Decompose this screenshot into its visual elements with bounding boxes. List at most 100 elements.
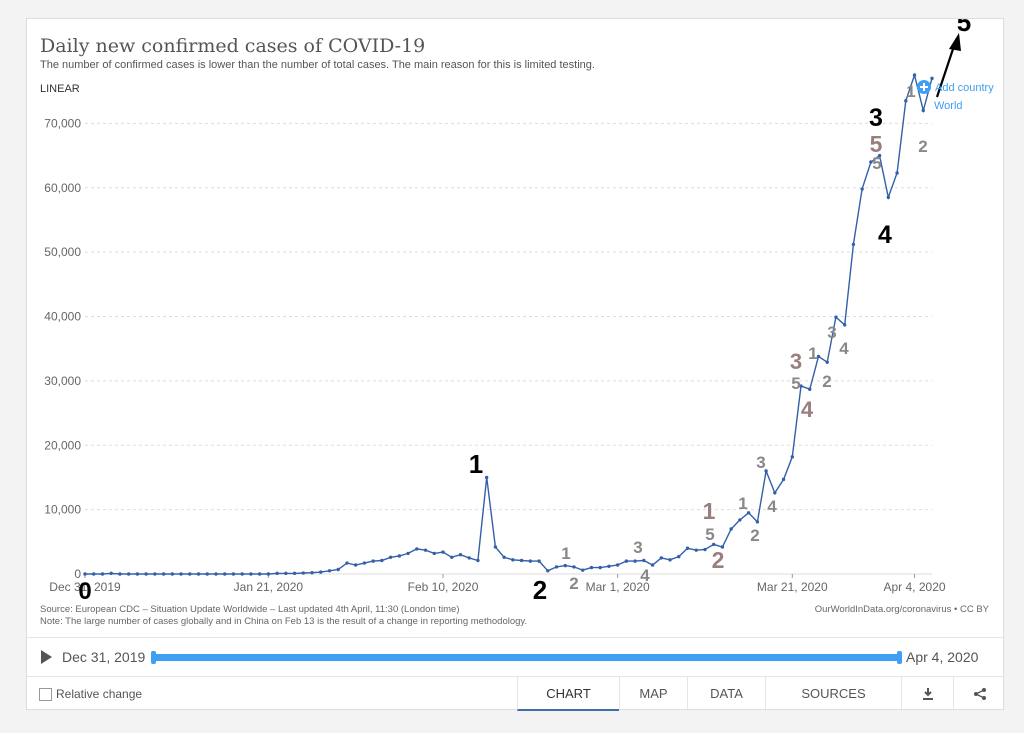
- data-point: [659, 556, 664, 560]
- data-point: [712, 542, 716, 547]
- tab-sources[interactable]: SOURCES: [765, 677, 901, 711]
- data-point: [764, 469, 768, 473]
- timeline-start-handle[interactable]: [151, 651, 156, 664]
- data-point: [441, 550, 445, 554]
- tab-data[interactable]: DATA: [687, 677, 765, 711]
- data-point: [423, 548, 428, 552]
- annotation-label: 2: [750, 526, 759, 545]
- download-icon: [922, 688, 933, 700]
- data-point: [877, 153, 882, 158]
- data-point: [589, 565, 594, 570]
- data-point: [799, 384, 803, 388]
- annotation-label: 4: [767, 497, 777, 516]
- scale-toggle[interactable]: LINEAR: [40, 83, 80, 95]
- y-tick-label: 10,000: [44, 503, 81, 517]
- data-point: [834, 315, 838, 319]
- annotation-label: 3: [827, 323, 836, 342]
- data-point: [668, 558, 672, 562]
- data-point: [694, 548, 698, 552]
- data-point: [729, 527, 733, 531]
- annotation-label: 1: [469, 449, 483, 479]
- data-point: [650, 563, 655, 567]
- data-point: [537, 559, 541, 563]
- annotation-label: 1: [703, 498, 716, 524]
- data-point: [249, 572, 253, 576]
- annotation-label: 1: [906, 82, 915, 101]
- data-point: [615, 563, 620, 567]
- data-point: [755, 520, 760, 524]
- x-tick-label: Apr 4, 2020: [884, 580, 946, 594]
- x-tick-label: Feb 10, 2020: [408, 580, 479, 594]
- data-point: [546, 569, 550, 573]
- data-point: [327, 569, 332, 573]
- data-point: [572, 565, 576, 569]
- y-axis-ticks: 0 10,000 20,000 30,000 40,000 50,000 60,000 70,…: [44, 116, 81, 581]
- data-point: [685, 546, 690, 550]
- data-point: [380, 558, 384, 563]
- add-country-button[interactable]: Add country: [917, 80, 994, 94]
- annotation-label: 5: [870, 131, 883, 157]
- timeline-slider[interactable]: [151, 651, 902, 664]
- timeline-end-date: Apr 4, 2020: [906, 649, 979, 665]
- relative-change-checkbox[interactable]: [39, 687, 52, 701]
- data-point: [83, 572, 87, 576]
- tab-chart[interactable]: CHART: [517, 677, 619, 711]
- annotation-label: 3: [756, 453, 765, 472]
- series-line-world: [85, 72, 933, 575]
- play-icon[interactable]: [41, 650, 52, 664]
- data-point: [135, 572, 140, 576]
- source-note: Source: European CDC – Situation Update …: [40, 604, 460, 615]
- data-point: [214, 572, 218, 576]
- data-point: [362, 561, 367, 565]
- x-tick-label: Mar 21, 2020: [757, 580, 828, 594]
- data-point: [476, 558, 480, 563]
- data-point: [703, 547, 707, 552]
- annotation-arrow: [935, 42, 957, 98]
- relative-change-label: Relative change: [56, 687, 143, 701]
- share-icon: [973, 688, 986, 700]
- data-point: [511, 558, 515, 562]
- y-tick-label: 70,000: [44, 116, 81, 130]
- series-label-world: World: [934, 100, 963, 112]
- annotation-label: 2: [822, 372, 831, 391]
- data-point: [886, 195, 891, 200]
- data-point: [921, 108, 925, 113]
- data-point: [808, 387, 812, 391]
- grid-lines: [85, 122, 932, 575]
- timeline-end-handle[interactable]: [897, 651, 902, 664]
- data-point: [895, 171, 899, 175]
- data-point: [257, 572, 262, 576]
- data-point: [240, 572, 244, 576]
- add-country-label: Add country: [935, 82, 994, 94]
- data-point: [633, 559, 637, 563]
- download-button[interactable]: [901, 677, 953, 711]
- annotation-label: 5: [957, 19, 971, 37]
- data-point: [301, 571, 305, 575]
- data-point: [92, 572, 96, 576]
- annotation-label: 4: [839, 339, 849, 358]
- data-point: [345, 561, 349, 565]
- data-point: [371, 559, 375, 563]
- annotation-label: 4: [878, 221, 892, 249]
- data-point: [144, 572, 148, 576]
- data-point: [904, 99, 908, 103]
- data-point: [397, 554, 402, 558]
- data-point: [607, 564, 611, 568]
- tab-map[interactable]: MAP: [619, 677, 687, 711]
- relative-change-toggle[interactable]: Relative change: [39, 687, 142, 701]
- data-point: [598, 565, 602, 570]
- data-point: [231, 572, 236, 576]
- annotation-label: 5: [791, 374, 800, 393]
- data-point: [790, 455, 794, 459]
- y-tick-label: 0: [74, 567, 81, 581]
- data-point: [388, 555, 393, 559]
- data-point: [467, 556, 471, 560]
- credit: OurWorldInData.org/coronavirus • CC BY: [814, 604, 989, 615]
- chart-subtitle: The number of confirmed cases is lower t…: [40, 59, 595, 71]
- data-point: [773, 491, 777, 495]
- annotation-label: 1: [808, 344, 817, 363]
- data-point: [406, 551, 410, 556]
- data-point: [581, 568, 585, 572]
- share-button[interactable]: [953, 677, 1005, 711]
- data-point: [738, 518, 742, 522]
